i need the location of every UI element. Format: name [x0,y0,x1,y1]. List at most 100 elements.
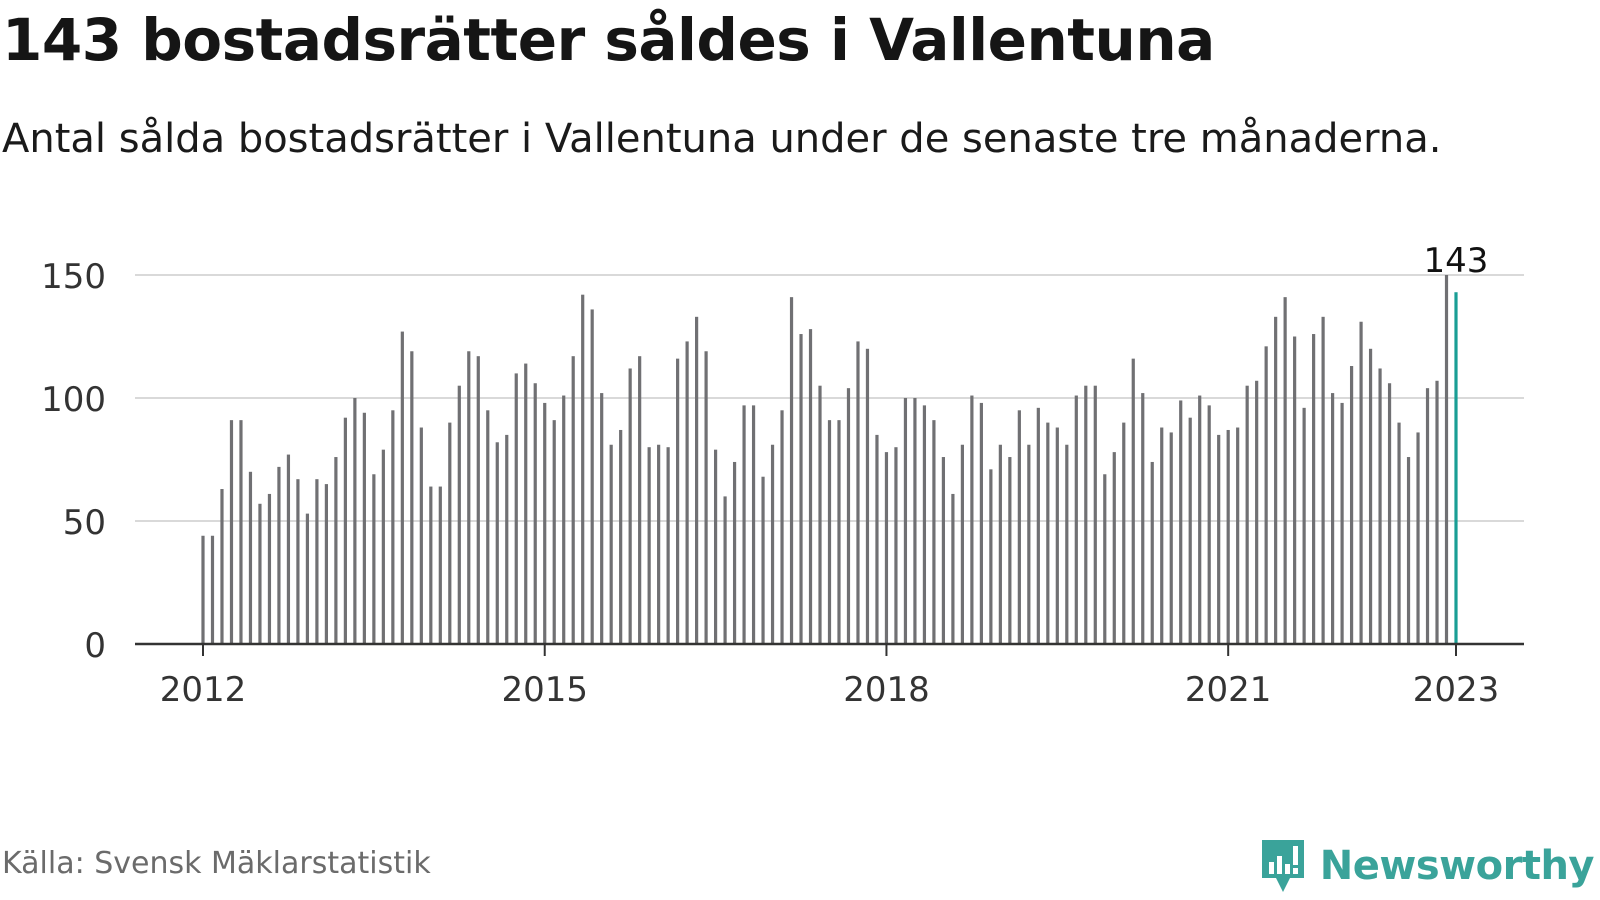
bar [1046,422,1050,644]
bar [1008,457,1012,644]
brand: Newsworthy [1258,836,1595,896]
bar [1055,427,1059,644]
bar [894,447,898,644]
bar [751,405,756,644]
bar [960,444,964,644]
bar [201,535,205,644]
bar [1036,407,1040,644]
bar [780,410,784,644]
bar [524,363,528,644]
data-label: 143 [1424,241,1489,281]
bar [1274,316,1278,644]
bar [1444,275,1449,644]
bar [941,457,946,644]
y-tick-label: 50 [63,503,106,543]
bar [704,351,708,644]
bar [381,449,385,644]
bar [1198,395,1202,644]
bar [638,356,642,644]
bar [419,427,423,644]
bar [476,356,480,644]
bar [552,420,556,644]
bar [581,294,585,644]
bar [789,297,794,644]
bar [685,341,689,644]
bar [571,356,575,644]
bar [846,388,851,644]
bar [305,513,310,644]
bar [1065,444,1069,644]
bar [913,398,917,644]
bar [1397,422,1401,644]
bar [1017,410,1021,644]
bar [818,385,822,644]
bar [732,461,737,644]
bar [713,449,718,644]
bar [1378,368,1382,644]
bar [837,420,841,644]
bar [495,442,499,644]
bar [410,351,414,644]
bar [1188,417,1192,644]
bar [723,496,727,644]
bar [903,398,908,644]
x-tick-label: 2018 [843,670,930,710]
bar [1416,432,1420,644]
bar [514,373,518,644]
bar [1179,400,1183,644]
bar [875,434,879,644]
bar [647,447,651,644]
bar [1027,444,1031,644]
bar [1236,427,1240,644]
bar [315,479,319,644]
bar [1217,434,1221,644]
bar [1435,380,1439,644]
brand-name: Newsworthy [1319,843,1595,889]
bar [220,489,224,644]
newsworthy-logo-icon [1261,840,1304,892]
y-tick-label: 100 [41,380,106,420]
bar [277,466,281,644]
bar [628,368,632,644]
bar [619,429,623,644]
bar [562,395,566,644]
bar [742,405,746,644]
bar [1074,395,1078,644]
bar [353,398,357,644]
bar [286,454,291,644]
bar [448,422,452,644]
bar [922,405,927,644]
bar [400,331,404,644]
x-tick-label: 2015 [501,670,588,710]
bar [1160,427,1164,644]
bar [1093,385,1097,644]
bar [1302,407,1306,644]
bar [1150,461,1154,644]
bar [1283,297,1287,644]
bar [486,410,490,644]
bar [1112,452,1116,644]
bar [1245,385,1249,644]
bar [1122,422,1126,644]
bar [343,417,347,644]
y-tick-label: 0 [84,626,106,666]
bar [391,410,395,644]
bar [457,385,461,644]
bar [467,351,471,644]
bar [438,486,442,644]
bar [590,309,594,644]
bar [239,420,243,644]
bar [1255,380,1259,644]
bar [362,412,366,644]
bar [1141,393,1145,644]
bar [1169,432,1173,644]
bar [1293,336,1297,644]
bar [951,493,955,644]
bar [827,420,832,644]
bar [856,341,860,644]
bar [1425,388,1430,644]
bar [600,393,604,644]
bar [296,479,300,644]
bar [657,444,661,644]
bar [979,402,983,644]
